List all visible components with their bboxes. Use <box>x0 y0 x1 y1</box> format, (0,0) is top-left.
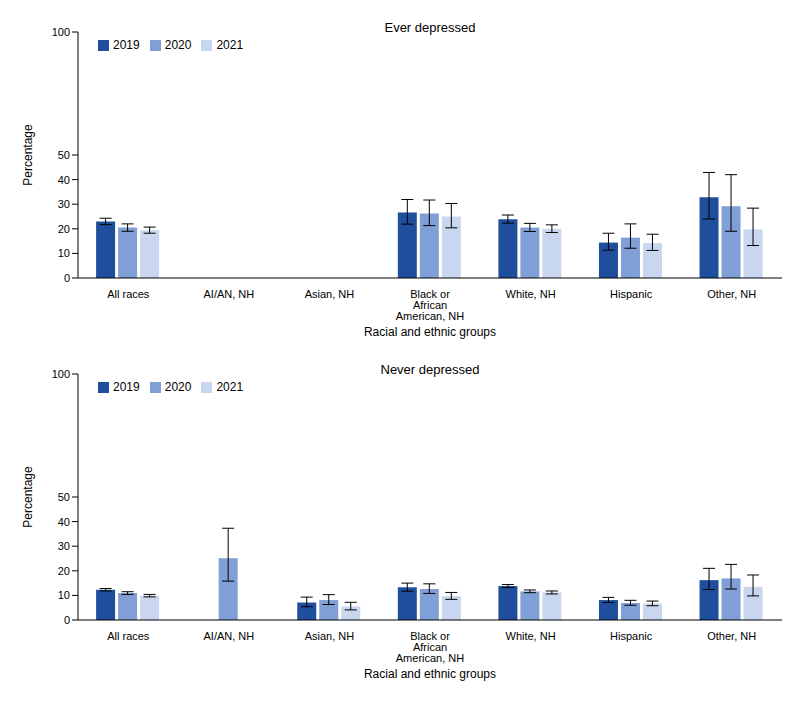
svg-text:100: 100 <box>52 368 70 380</box>
html-text:Ever depressed: Ever depressed <box>384 20 476 35</box>
svg-text:Hispanic: Hispanic <box>610 288 653 300</box>
svg-text:Percentage: Percentage <box>21 466 35 528</box>
svg-text:White, NH: White, NH <box>506 288 556 300</box>
svg-text:40: 40 <box>58 516 70 528</box>
svg-text:100: 100 <box>52 26 70 38</box>
html-text:2021: 2021 <box>216 380 244 394</box>
svg-text:Other, NH: Other, NH <box>707 288 756 300</box>
svg-text:Racial and ethnic groups: Racial and ethnic groups <box>364 325 496 339</box>
html-text:2020: 2020 <box>164 380 192 394</box>
svg-text:AI/AN, NH: AI/AN, NH <box>203 630 254 642</box>
svg-text:AI/AN, NH: AI/AN, NH <box>203 288 254 300</box>
svg-text:10: 10 <box>58 247 70 259</box>
html-text:2019: 2019 <box>113 380 140 394</box>
svg-text:0: 0 <box>64 272 70 284</box>
svg-text:Racial and ethnic groups: Racial and ethnic groups <box>364 667 496 681</box>
svg-text:0: 0 <box>64 614 70 626</box>
svg-text:20: 20 <box>58 565 70 577</box>
svg-text:Asian, NH: Asian, NH <box>305 630 355 642</box>
svg-text:Black orAfricanAmerican, NH: Black orAfricanAmerican, NH <box>396 630 465 664</box>
html-text:Never depressed: Never depressed <box>380 362 480 377</box>
svg-text:10: 10 <box>58 589 70 601</box>
svg-text:All races: All races <box>107 288 150 300</box>
svg-text:50: 50 <box>58 149 70 161</box>
svg-text:Percentage: Percentage <box>21 124 35 186</box>
svg-text:Other, NH: Other, NH <box>707 630 756 642</box>
svg-text:Asian, NH: Asian, NH <box>305 288 355 300</box>
svg-text:30: 30 <box>58 540 70 552</box>
svg-text:50: 50 <box>58 491 70 503</box>
svg-text:20: 20 <box>58 223 70 235</box>
html-text:2019: 2019 <box>113 38 140 52</box>
html-text:2020: 2020 <box>164 38 192 52</box>
svg-text:All races: All races <box>107 630 150 642</box>
svg-text:Hispanic: Hispanic <box>610 630 653 642</box>
html-text:2021: 2021 <box>216 38 244 52</box>
svg-text:Black orAfricanAmerican, NH: Black orAfricanAmerican, NH <box>396 288 465 322</box>
svg-text:30: 30 <box>58 198 70 210</box>
svg-text:White, NH: White, NH <box>506 630 556 642</box>
svg-text:40: 40 <box>58 174 70 186</box>
